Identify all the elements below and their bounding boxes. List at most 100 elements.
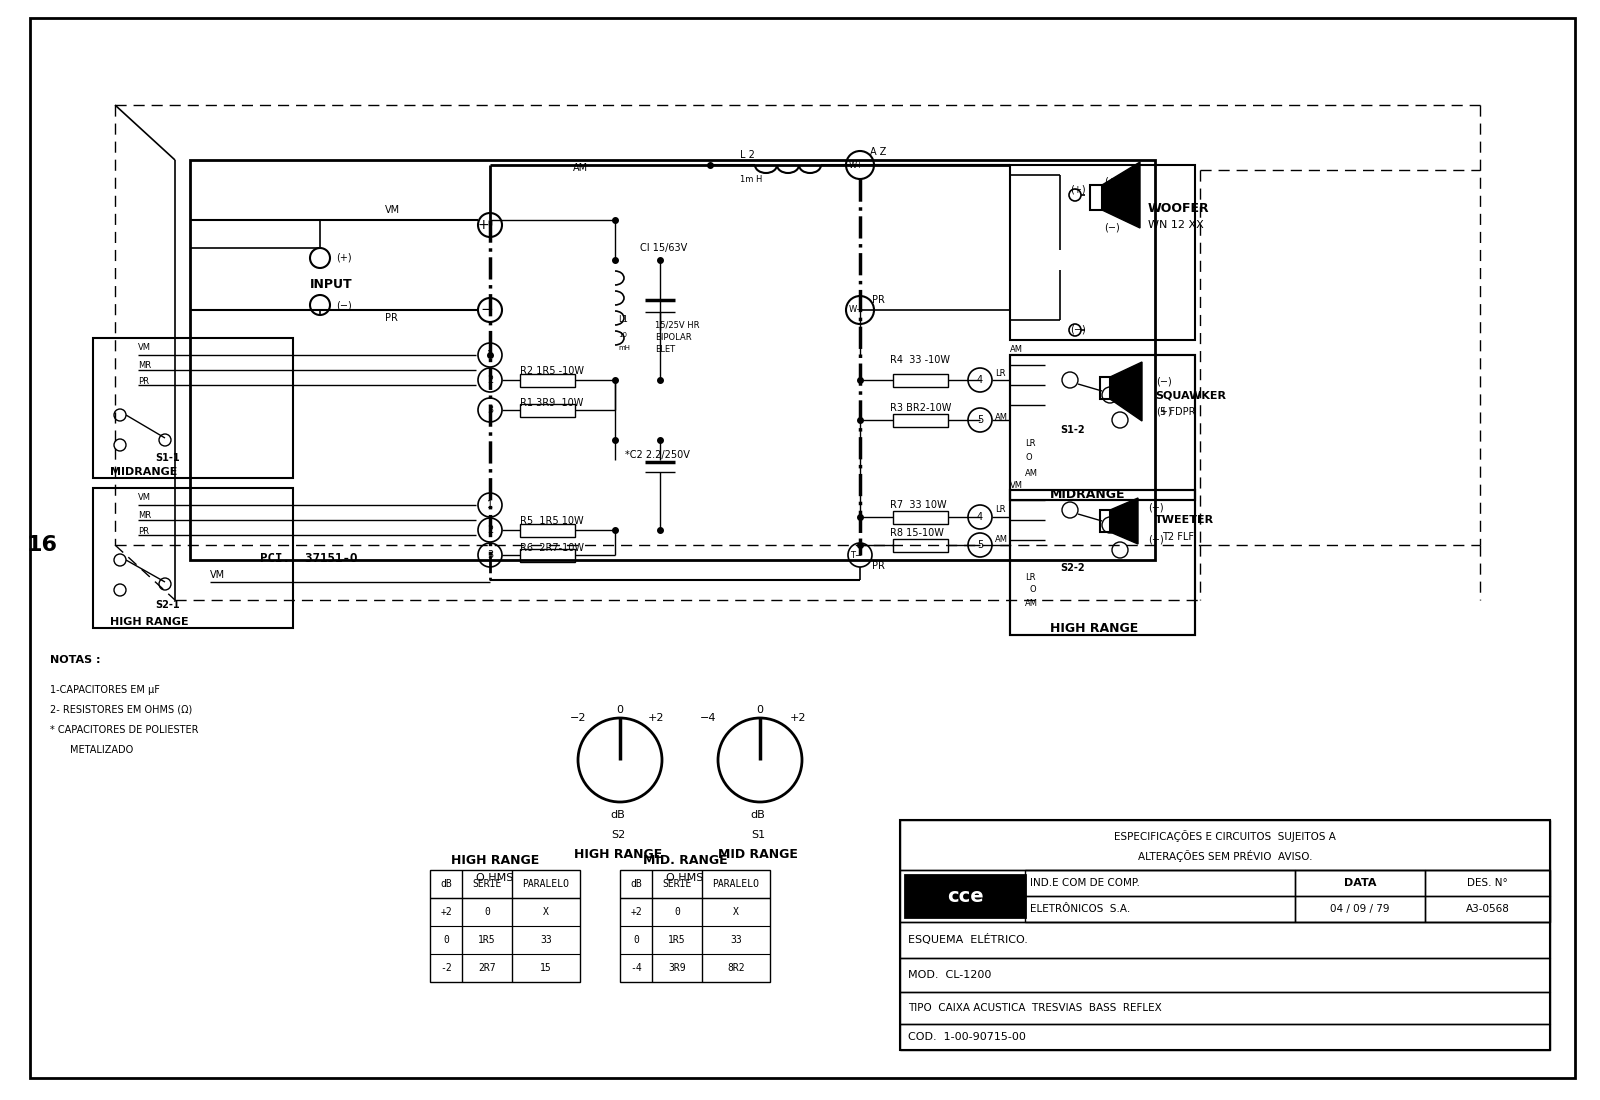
Text: 0: 0 <box>443 935 450 945</box>
Text: HIGH RANGE: HIGH RANGE <box>1050 621 1138 635</box>
Bar <box>899 922 1550 958</box>
Text: −: − <box>480 302 493 318</box>
Text: +2: +2 <box>648 713 664 723</box>
Text: HIGH RANGE: HIGH RANGE <box>574 848 662 861</box>
Text: 2: 2 <box>486 375 493 385</box>
Bar <box>520 374 574 387</box>
Polygon shape <box>1110 498 1138 544</box>
Text: VM: VM <box>210 570 226 580</box>
Text: (+): (+) <box>1104 177 1120 187</box>
Text: L 2: L 2 <box>739 150 755 160</box>
Text: +2: +2 <box>440 908 451 917</box>
Text: dB: dB <box>630 879 642 889</box>
Bar <box>899 820 1550 1050</box>
Text: HIGH RANGE: HIGH RANGE <box>451 854 539 867</box>
Bar <box>899 992 1550 1024</box>
Text: mH: mH <box>618 345 630 351</box>
Text: *C2 2.2/250V: *C2 2.2/250V <box>626 450 690 460</box>
Text: S2-2: S2-2 <box>1059 563 1085 573</box>
Text: (−): (−) <box>1155 376 1171 386</box>
Text: O: O <box>1030 585 1037 594</box>
Text: 5: 5 <box>978 540 982 550</box>
Bar <box>1090 185 1102 210</box>
Text: ALTERAÇÕES SEM PRÉVIO  AVISO.: ALTERAÇÕES SEM PRÉVIO AVISO. <box>1138 850 1312 862</box>
Text: W+: W+ <box>848 161 864 169</box>
Bar <box>1010 355 1195 500</box>
Text: ESPECIFICAÇÕES E CIRCUITOS  SUJEITOS A: ESPECIFICAÇÕES E CIRCUITOS SUJEITOS A <box>1114 830 1336 842</box>
Text: O HMS: O HMS <box>477 873 514 883</box>
Text: AM: AM <box>1026 469 1038 477</box>
Bar <box>1010 490 1195 635</box>
Polygon shape <box>1110 362 1142 421</box>
Text: R4  33 -10W: R4 33 -10W <box>890 355 950 365</box>
Text: 1-CAPACITORES EM µF: 1-CAPACITORES EM µF <box>50 685 160 695</box>
Text: AM: AM <box>1010 345 1022 354</box>
Bar <box>893 512 947 524</box>
Text: 15: 15 <box>541 962 552 974</box>
Text: AM: AM <box>995 412 1008 421</box>
Polygon shape <box>1102 162 1139 228</box>
Text: -4: -4 <box>630 962 642 974</box>
Text: R2 1R5 -10W: R2 1R5 -10W <box>520 366 584 376</box>
Text: INPUT: INPUT <box>310 278 352 292</box>
Bar <box>1101 510 1110 532</box>
Text: 3R9: 3R9 <box>669 962 686 974</box>
Text: S2: S2 <box>611 830 626 840</box>
Bar <box>893 374 947 387</box>
Bar <box>893 539 947 552</box>
Text: LR: LR <box>1026 439 1035 448</box>
Text: TWEETER: TWEETER <box>1155 515 1214 525</box>
Text: MIDRANGE: MIDRANGE <box>110 468 178 477</box>
Bar <box>190 160 1155 560</box>
Text: dB: dB <box>611 810 626 820</box>
Text: 16: 16 <box>27 535 58 556</box>
Bar <box>899 958 1550 992</box>
Bar <box>1426 870 1550 896</box>
Text: 1R5: 1R5 <box>478 935 496 945</box>
Text: R8 15-10W: R8 15-10W <box>890 528 944 538</box>
Text: 1: 1 <box>486 500 493 510</box>
Bar <box>1026 896 1294 922</box>
Text: WOOFER: WOOFER <box>1149 201 1210 214</box>
Text: DES. N°: DES. N° <box>1467 878 1507 888</box>
Text: 1R5: 1R5 <box>669 935 686 945</box>
Text: LR: LR <box>995 368 1005 377</box>
Text: A3-0568: A3-0568 <box>1466 904 1509 914</box>
Bar <box>1010 490 1195 635</box>
Text: -2: -2 <box>440 962 451 974</box>
Text: cce: cce <box>947 887 984 905</box>
Text: SERIE: SERIE <box>662 879 691 889</box>
Text: VM: VM <box>386 205 400 214</box>
Text: 0: 0 <box>485 908 490 917</box>
Text: (−): (−) <box>1104 223 1120 233</box>
Text: +: + <box>477 218 490 232</box>
Bar <box>93 488 293 628</box>
Text: MID. RANGE: MID. RANGE <box>643 854 728 867</box>
Text: LR: LR <box>995 506 1005 515</box>
Text: 0: 0 <box>674 908 680 917</box>
Text: ELETRÔNICOS  S.A.: ELETRÔNICOS S.A. <box>1030 904 1130 914</box>
Bar <box>1101 377 1110 399</box>
Text: PR: PR <box>872 295 885 305</box>
Text: (+): (+) <box>1155 407 1171 417</box>
Text: R5  1R5 10W: R5 1R5 10W <box>520 516 584 526</box>
Text: MOD.  CL-1200: MOD. CL-1200 <box>909 970 992 980</box>
Text: ELET: ELET <box>654 345 675 354</box>
Text: ESQUEMA  ELÉTRICO.: ESQUEMA ELÉTRICO. <box>909 935 1027 946</box>
Text: WN 12 XX: WN 12 XX <box>1149 220 1203 230</box>
Text: T−: T− <box>850 550 862 560</box>
Text: VM: VM <box>138 343 150 352</box>
Text: S1-2: S1-2 <box>1059 425 1085 435</box>
Text: MR: MR <box>138 361 150 370</box>
Text: CI 15/63V: CI 15/63V <box>640 243 688 253</box>
Text: (−): (−) <box>1149 535 1163 544</box>
Text: 0: 0 <box>757 705 763 715</box>
Text: 3: 3 <box>486 550 493 560</box>
Text: 10: 10 <box>618 332 627 338</box>
Text: (+): (+) <box>336 253 352 263</box>
Text: 4: 4 <box>978 375 982 385</box>
Text: DATA: DATA <box>1344 878 1376 888</box>
Text: O: O <box>1026 453 1032 462</box>
Text: S2-1: S2-1 <box>155 600 179 610</box>
Bar <box>520 524 574 537</box>
